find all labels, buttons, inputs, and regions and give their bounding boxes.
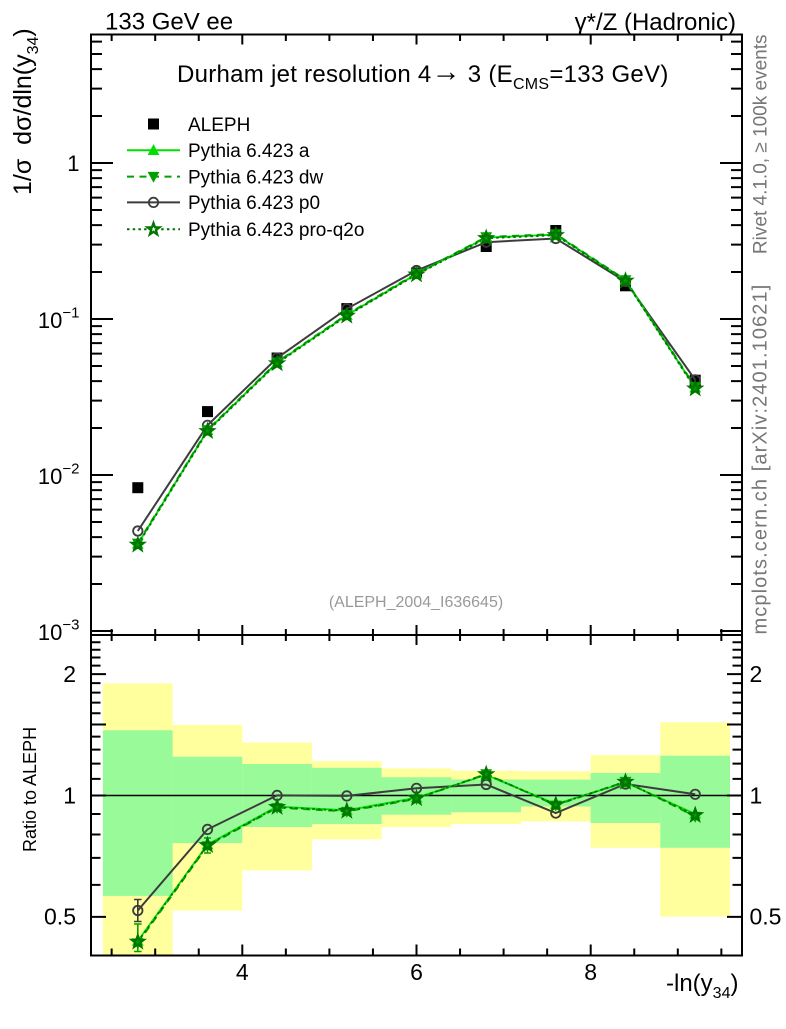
svg-text:133 GeV ee: 133 GeV ee	[105, 9, 233, 36]
svg-text:0.5: 0.5	[44, 903, 76, 929]
svg-text:10−2: 10−2	[38, 461, 80, 490]
svg-text:1: 1	[750, 783, 763, 809]
svg-text:(ALEPH_2004_I636645): (ALEPH_2004_I636645)	[329, 594, 503, 611]
svg-text:mcplots.cern.ch [arXiv:2401.10: mcplots.cern.ch [arXiv:2401.10621]	[750, 284, 772, 635]
svg-text:0.5: 0.5	[750, 903, 782, 929]
svg-text:Ratio to ALEPH: Ratio to ALEPH	[20, 727, 40, 852]
svg-text:1: 1	[67, 151, 79, 176]
svg-text:Rivet 4.1.0, ≥ 100k events: Rivet 4.1.0, ≥ 100k events	[751, 35, 772, 255]
svg-text:2: 2	[63, 661, 76, 687]
svg-text:Durham jet resolution 4→ 3 (EC: Durham jet resolution 4→ 3 (ECMS=133 GeV…	[177, 56, 669, 93]
svg-text:Pythia 6.423 a: Pythia 6.423 a	[188, 141, 310, 162]
svg-text:2: 2	[750, 661, 763, 687]
svg-text:Pythia 6.423 pro-q2o: Pythia 6.423 pro-q2o	[188, 220, 364, 241]
svg-text:8: 8	[584, 959, 597, 985]
svg-text:ALEPH: ALEPH	[188, 115, 250, 136]
svg-text:1/σ dσ/dln(y34): 1/σ dσ/dln(y34)	[9, 28, 42, 195]
svg-text:6: 6	[410, 959, 423, 985]
svg-text:Pythia 6.423 dw: Pythia 6.423 dw	[188, 167, 323, 188]
svg-text:4: 4	[236, 959, 249, 985]
svg-text:1: 1	[63, 783, 76, 809]
svg-text:Pythia 6.423 p0: Pythia 6.423 p0	[188, 193, 320, 214]
svg-text:γ*/Z (Hadronic): γ*/Z (Hadronic)	[575, 9, 736, 36]
